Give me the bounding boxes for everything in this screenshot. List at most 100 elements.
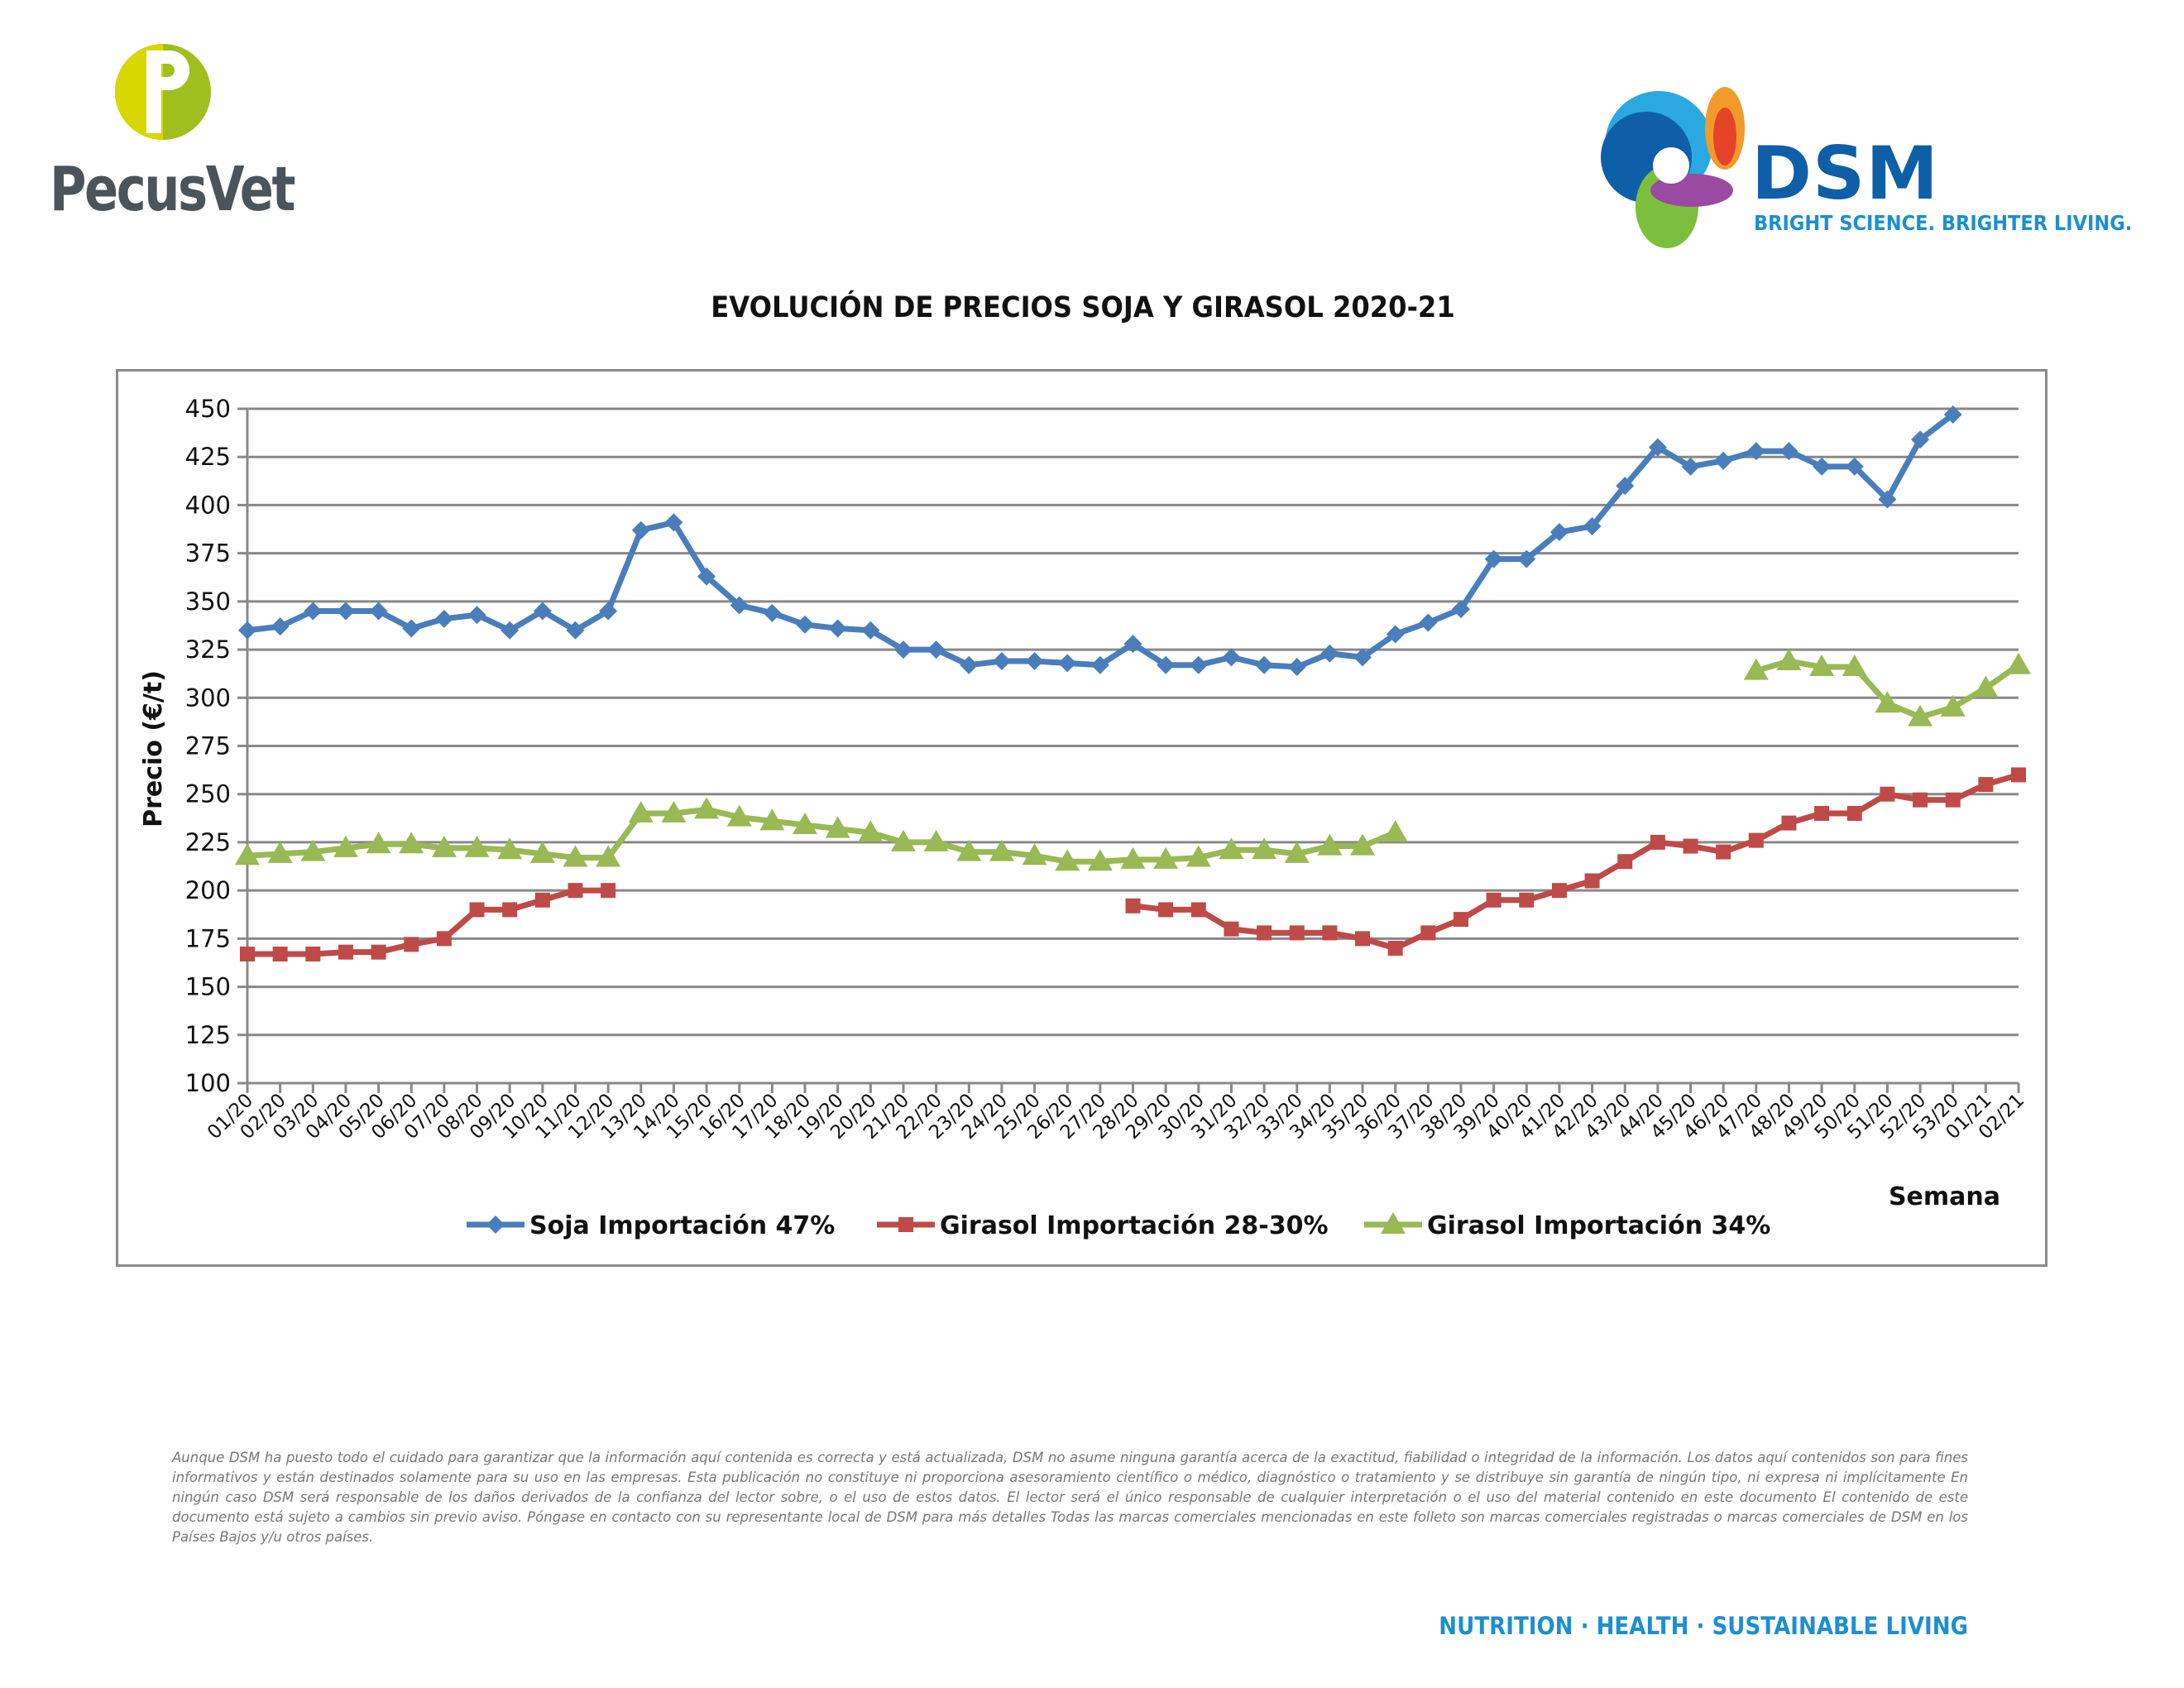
data-point: [1123, 635, 1142, 654]
data-point: [1453, 912, 1468, 928]
data-point: [1484, 549, 1503, 568]
data-point: [305, 946, 321, 961]
data-point: [1355, 931, 1371, 947]
data-point: [825, 816, 850, 838]
data-point: [893, 640, 912, 659]
data-point: [1683, 838, 1698, 854]
data-point: [1025, 652, 1044, 671]
data-point: [1284, 841, 1310, 863]
y-tick-label: 100: [185, 1069, 231, 1097]
pecusvet-logo-mark-icon: [115, 44, 211, 140]
data-point: [1190, 902, 1206, 918]
data-point: [1748, 832, 1764, 848]
data-point: [599, 602, 618, 621]
data-point: [1880, 786, 1895, 802]
data-point: [1189, 655, 1208, 674]
data-point: [566, 621, 585, 640]
data-point: [1584, 873, 1600, 889]
data-point: [1716, 844, 1731, 860]
data-point: [923, 829, 949, 851]
y-tick-label: 150: [185, 973, 231, 1001]
data-point: [1878, 490, 1897, 509]
y-tick-label: 450: [185, 395, 231, 423]
y-tick-label: 125: [185, 1021, 231, 1049]
dsm-logo-mark-icon: [1601, 87, 1745, 248]
data-point: [1617, 854, 1633, 870]
legend-label: Girasol Importación 34%: [1427, 1211, 1770, 1240]
data-point: [631, 520, 650, 539]
data-point: [271, 617, 290, 636]
data-point: [267, 841, 293, 863]
data-point: [563, 845, 588, 867]
data-point: [1022, 843, 1047, 866]
legend-label: Soja Importación 47%: [529, 1211, 835, 1240]
data-point: [1875, 691, 1900, 713]
data-point: [1153, 846, 1179, 869]
data-point: [369, 602, 388, 621]
data-point: [1419, 613, 1438, 632]
data-point: [694, 797, 720, 819]
data-point: [1185, 845, 1211, 867]
data-point: [1908, 704, 1933, 727]
data-point: [1382, 820, 1408, 842]
data-point: [1519, 892, 1535, 908]
data-point: [861, 621, 880, 640]
y-tick-label: 425: [185, 443, 231, 471]
chart-frame: [116, 369, 2048, 1267]
data-point: [336, 602, 355, 621]
data-point: [1809, 655, 1835, 677]
data-point: [1746, 442, 1765, 461]
data-point: [730, 596, 749, 615]
data-point: [726, 804, 752, 827]
legend-marker-icon: [898, 1217, 913, 1232]
data-point: [1583, 517, 1602, 536]
data-point: [664, 513, 683, 532]
data-point: [1125, 898, 1141, 914]
data-point: [1814, 806, 1830, 821]
data-point: [1517, 549, 1536, 568]
data-point: [402, 619, 421, 638]
dsm-logo: DSM BRIGHT SCIENCE. BRIGHTER LIVING.: [1588, 83, 2132, 257]
data-point: [1120, 846, 1146, 869]
data-point: [1616, 477, 1635, 496]
data-point: [399, 832, 424, 854]
data-point: [371, 944, 386, 960]
data-point: [235, 843, 260, 866]
data-point: [759, 808, 785, 831]
data-point: [763, 603, 782, 622]
chart-title: EVOLUCIÓN DE PRECIOS SOJA Y GIRASOL 2020…: [711, 291, 1455, 324]
series-line-1: [1133, 772, 2019, 952]
data-point: [1222, 648, 1241, 667]
data-point: [697, 567, 716, 586]
data-point: [464, 835, 490, 857]
data-point: [956, 839, 982, 861]
data-point: [1289, 925, 1305, 941]
data-point: [1648, 438, 1667, 457]
data-point: [1158, 902, 1174, 918]
data-point: [1549, 523, 1569, 542]
data-point: [596, 845, 621, 867]
data-point: [467, 606, 486, 625]
data-point: [333, 835, 358, 857]
y-tick-label: 275: [185, 732, 231, 760]
data-point: [1252, 837, 1277, 860]
data-point: [793, 812, 818, 834]
data-point: [858, 820, 884, 842]
data-point: [272, 946, 288, 961]
data-point: [1650, 834, 1665, 850]
data-point: [1973, 675, 1999, 698]
x-axis-label: Semana: [1889, 1182, 2000, 1211]
data-point: [434, 609, 453, 628]
data-point: [661, 801, 687, 822]
y-tick-label: 300: [185, 683, 231, 712]
data-point: [1940, 694, 1966, 717]
data-point: [828, 619, 847, 638]
data-point: [534, 892, 550, 908]
disclaimer-text: Aunque DSM ha puesto todo el cuidado par…: [172, 1450, 1968, 1545]
data-point: [1219, 837, 1244, 860]
data-point: [927, 640, 946, 659]
y-axis-label: Precio (€/t): [139, 670, 168, 827]
data-point: [469, 902, 485, 918]
data-point: [1681, 457, 1700, 476]
pecusvet-logo-text: PecusVet: [50, 154, 296, 225]
